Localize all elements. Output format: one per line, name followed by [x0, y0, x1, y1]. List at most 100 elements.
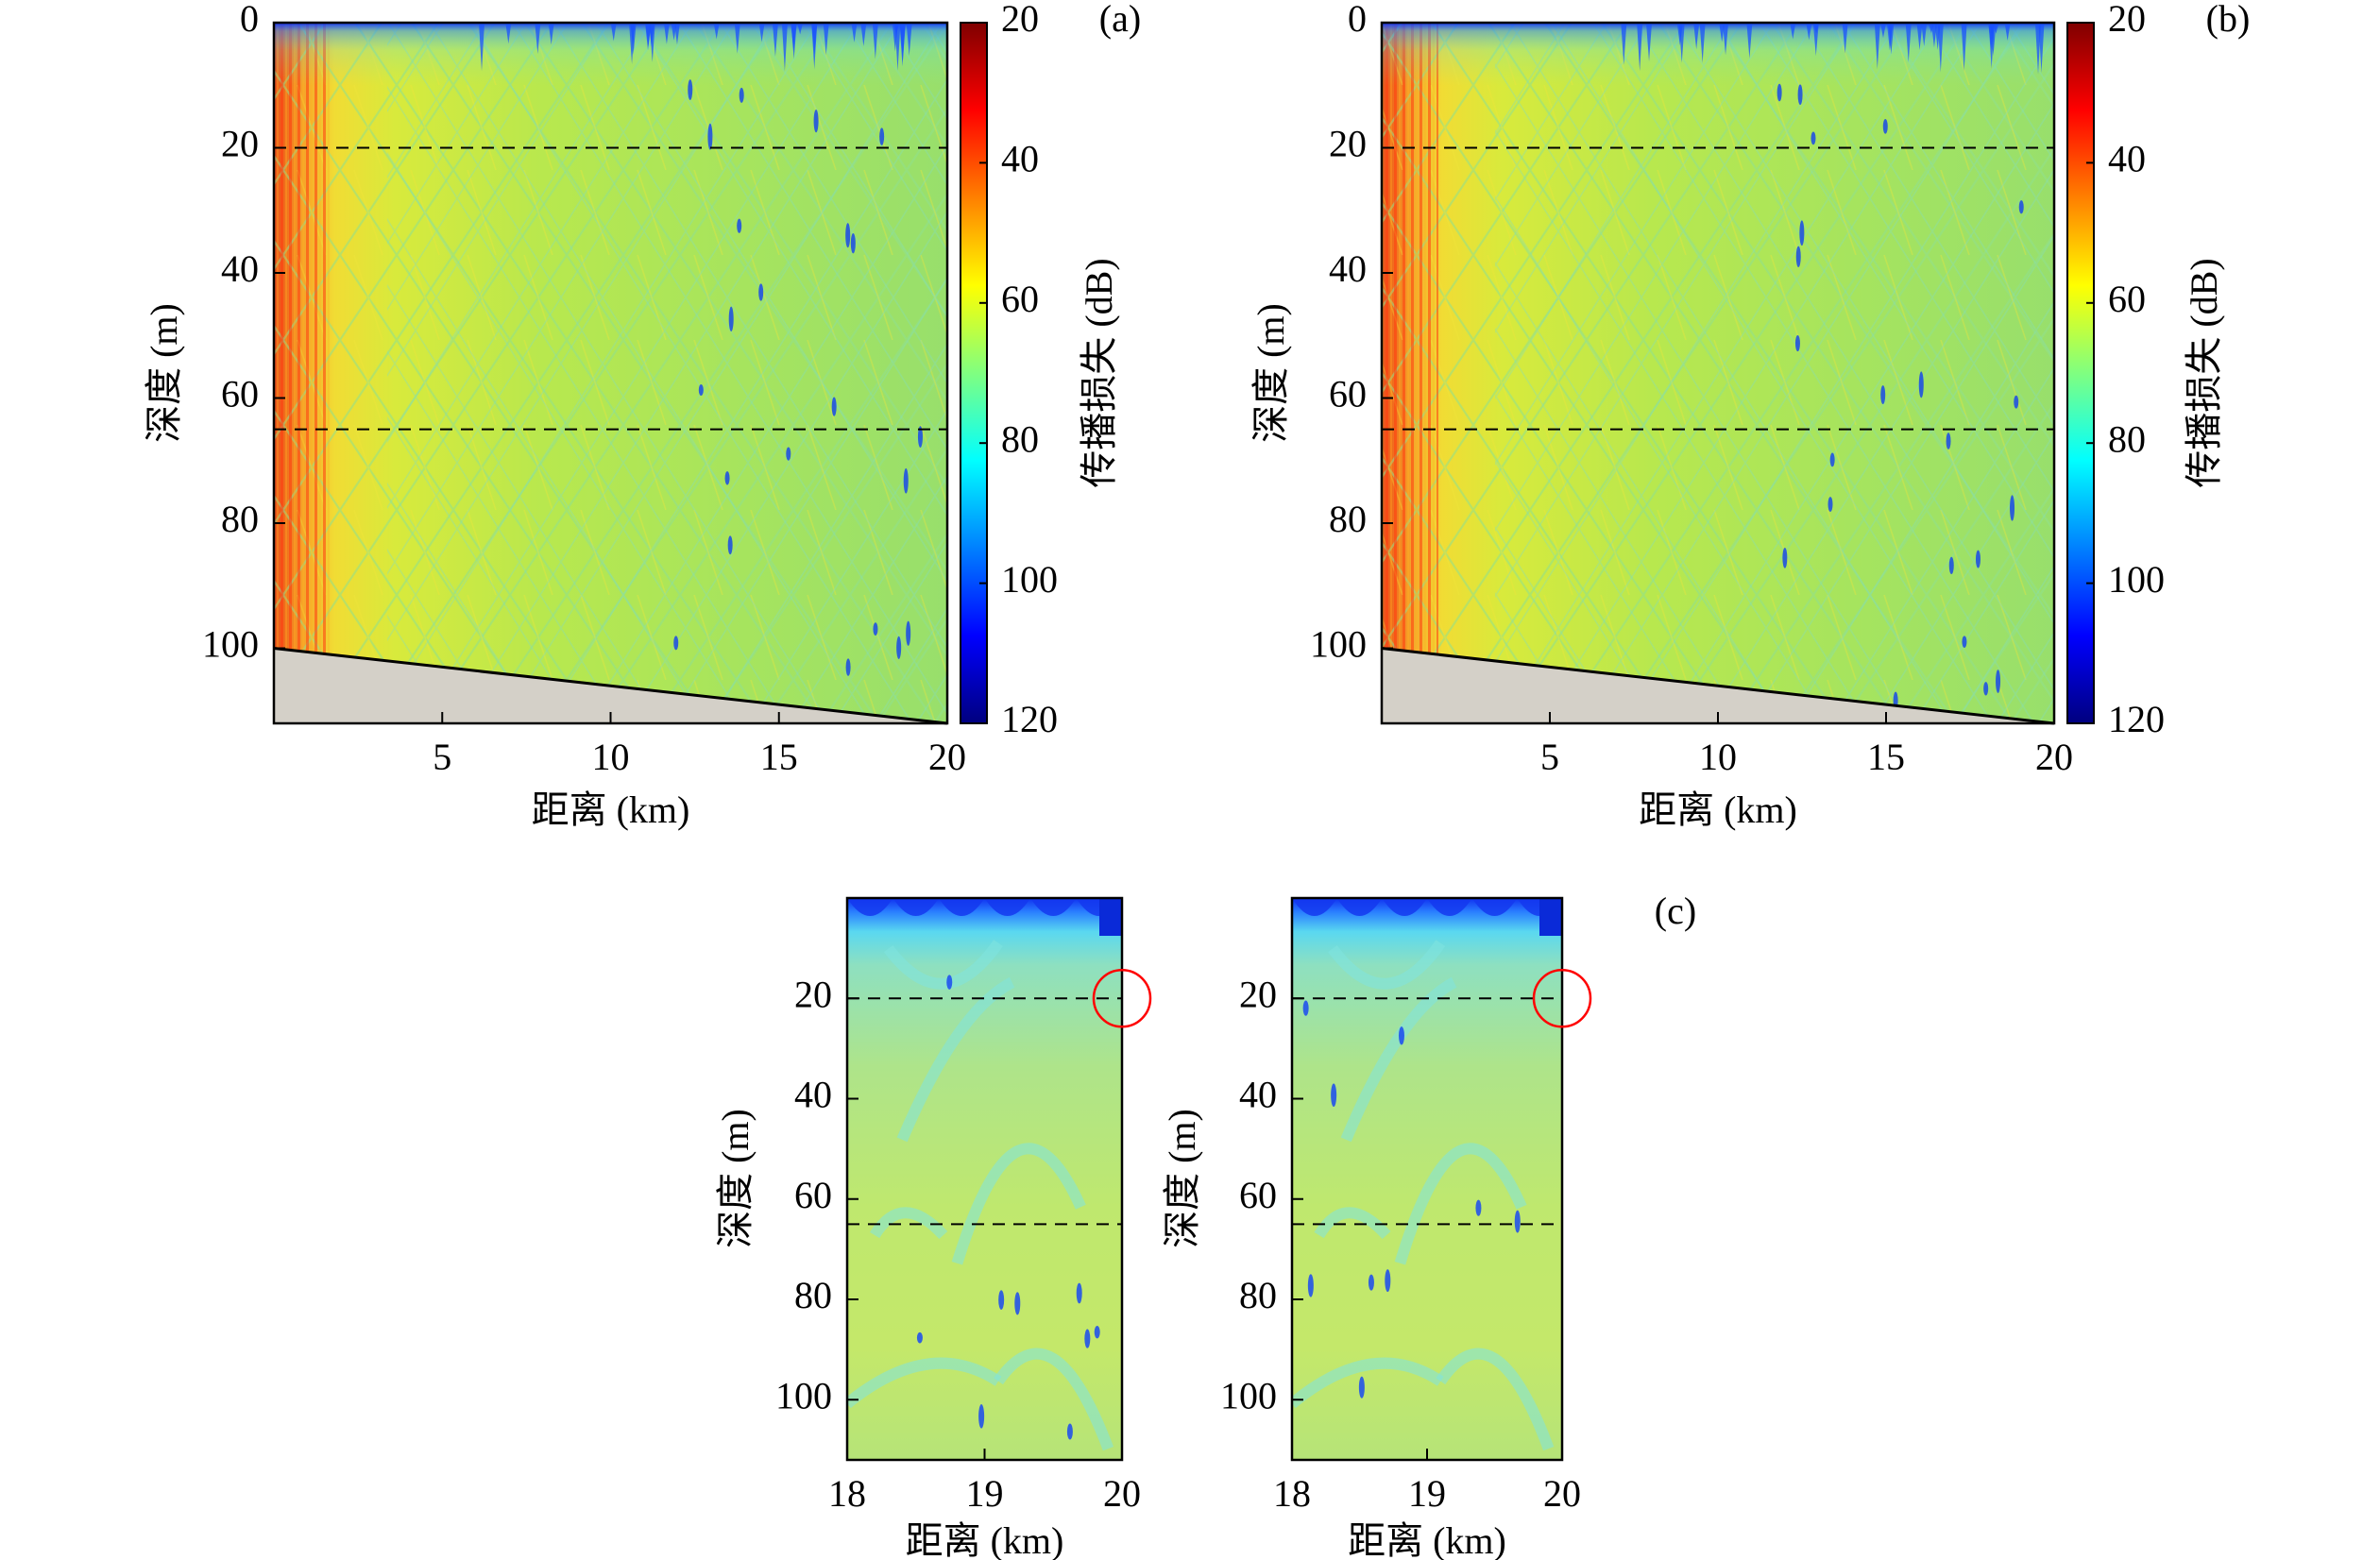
y-tick-label: 20 — [1239, 973, 1277, 1015]
x-tick-label: 19 — [1408, 1472, 1446, 1515]
x-tick-label: 5 — [1540, 736, 1559, 778]
x-tick-label: 20 — [1543, 1472, 1581, 1515]
heatmap-surface-notch — [1699, 23, 1706, 63]
heatmap-null — [1385, 1269, 1391, 1293]
heatmap-null — [2010, 495, 2015, 521]
heatmap-surface-notch — [630, 23, 637, 55]
y-tick-label: 100 — [202, 623, 259, 666]
y-tick-label: 80 — [221, 498, 259, 540]
heatmap-surface-notch — [610, 23, 617, 42]
panel-1: 0 20 40 60 80 100 5 10 15 20 距离 (km) 深度 (m) (a) 20 40 6… — [143, 0, 1141, 831]
heatmap-zoom-field — [1292, 898, 1562, 1460]
y-tick-label: 20 — [794, 973, 832, 1015]
heatmap-interference-curve — [1292, 1357, 1444, 1409]
heatmap-null — [998, 1290, 1005, 1310]
y-tick-label: 60 — [794, 1174, 832, 1216]
heatmap-surface-notch — [1842, 23, 1848, 54]
y-axis-label: 深度 (m) — [1161, 1109, 1203, 1248]
heatmap-null — [873, 622, 878, 636]
seabed-line — [1381, 647, 2055, 725]
y-tick-label: 100 — [1220, 1374, 1277, 1416]
colorbar — [960, 22, 988, 724]
y-tick-label: 100 — [775, 1374, 832, 1416]
heatmap-surface-notch — [734, 23, 740, 54]
heatmap-zoom-field — [847, 898, 1122, 1460]
heatmap-interference-curve — [883, 940, 1003, 990]
heatmap-null — [698, 383, 704, 397]
heatmap-null — [673, 636, 679, 651]
heatmap-interference-curve — [1314, 1207, 1391, 1240]
heatmap-field — [1292, 898, 1562, 1460]
heatmap-null — [1810, 131, 1816, 145]
heatmap-surface-notch — [2004, 23, 2011, 41]
marker-circle — [1532, 969, 1592, 1028]
heatmap-surface-notch — [872, 23, 878, 59]
heatmap-surface-notch — [1790, 23, 1796, 40]
heatmap-surface-notch — [548, 23, 554, 45]
marker-circle — [1092, 969, 1152, 1028]
heatmap-surface-notch — [1928, 23, 1934, 34]
y-tick-label: 60 — [221, 373, 259, 415]
heatmap-field — [847, 898, 1122, 1460]
heatmap-null — [845, 223, 851, 248]
heatmap-null — [845, 658, 851, 676]
y-tick-label: 100 — [1310, 623, 1367, 666]
heatmap-interference-curve — [896, 976, 1015, 1143]
heatmap-surface-notch — [906, 23, 912, 57]
heatmap-null — [1882, 119, 1888, 134]
heatmap-null — [1066, 1423, 1073, 1440]
heatmap-surface-notch — [505, 23, 512, 44]
heatmap-null — [879, 127, 885, 145]
heatmap-null — [1795, 246, 1801, 267]
x-tick-label: 18 — [1273, 1472, 1311, 1515]
heatmap-surface-notch — [663, 23, 670, 44]
heatmap-null — [1084, 1329, 1091, 1348]
heatmap-surface-notch — [772, 23, 778, 57]
panel-label: (b) — [2206, 0, 2251, 40]
heatmap-null — [1799, 220, 1805, 246]
heatmap-null — [1829, 452, 1835, 467]
colorbar-tick-label: 100 — [2108, 558, 2165, 601]
heatmap-surface-notch — [823, 23, 829, 56]
colorbar-tick-label: 60 — [1001, 278, 1039, 320]
x-tick-label: 20 — [1103, 1472, 1141, 1515]
heatmap-null — [688, 79, 693, 100]
heatmap-null — [1014, 1292, 1021, 1315]
heatmap-surface-notch — [781, 23, 788, 72]
y-axis-label: 深度 (m) — [1250, 303, 1292, 443]
heatmap-null — [1368, 1274, 1374, 1291]
x-tick-label: 15 — [760, 736, 798, 778]
heatmap-surface-notch — [1874, 23, 1880, 70]
heatmap-field — [1382, 23, 2054, 723]
heatmap-null — [813, 109, 819, 133]
heatmap-interference-curve — [994, 1348, 1114, 1451]
heatmap-surface-notch — [1812, 23, 1819, 57]
x-axis-label: 距离 (km) — [1639, 788, 1797, 831]
heatmap-surface-notch — [1678, 23, 1685, 63]
heatmap-null — [1828, 497, 1833, 512]
heatmap-surface-notch — [758, 23, 765, 42]
heatmap-surface-notch — [1905, 23, 1912, 63]
heatmap-surface-notch — [892, 23, 898, 52]
y-tick-label: 0 — [240, 0, 259, 40]
colorbar-tick-label: 120 — [1001, 698, 1058, 740]
heatmap-null — [1776, 83, 1782, 102]
heatmap-surface-notch — [479, 23, 485, 72]
colorbar-tick-label: 40 — [2108, 138, 2146, 180]
colorbar — [2066, 22, 2095, 724]
y-axis-label: 深度 (m) — [714, 1109, 756, 1248]
heatmap-null — [2018, 200, 2024, 214]
panel-3: 20 40 60 80 100 18 19 20 距离 (km) 深度 (m) (c) — [714, 890, 1696, 1560]
colorbar-tick-label: 60 — [2108, 278, 2146, 320]
heatmap-surface-notch — [1921, 23, 1928, 47]
heatmap-null — [724, 471, 730, 485]
heatmap-null — [1094, 1326, 1100, 1339]
heatmap-null — [739, 87, 744, 103]
heatmap-surface-notch — [645, 23, 652, 51]
heatmap-surface-notch — [2035, 23, 2042, 75]
heatmap-null — [1918, 371, 1924, 398]
x-tick-label: 20 — [928, 736, 966, 778]
heatmap-null — [1996, 670, 2001, 693]
heatmap-surface-notch — [1961, 23, 1967, 72]
colorbar-tick-label: 80 — [2108, 417, 2146, 460]
